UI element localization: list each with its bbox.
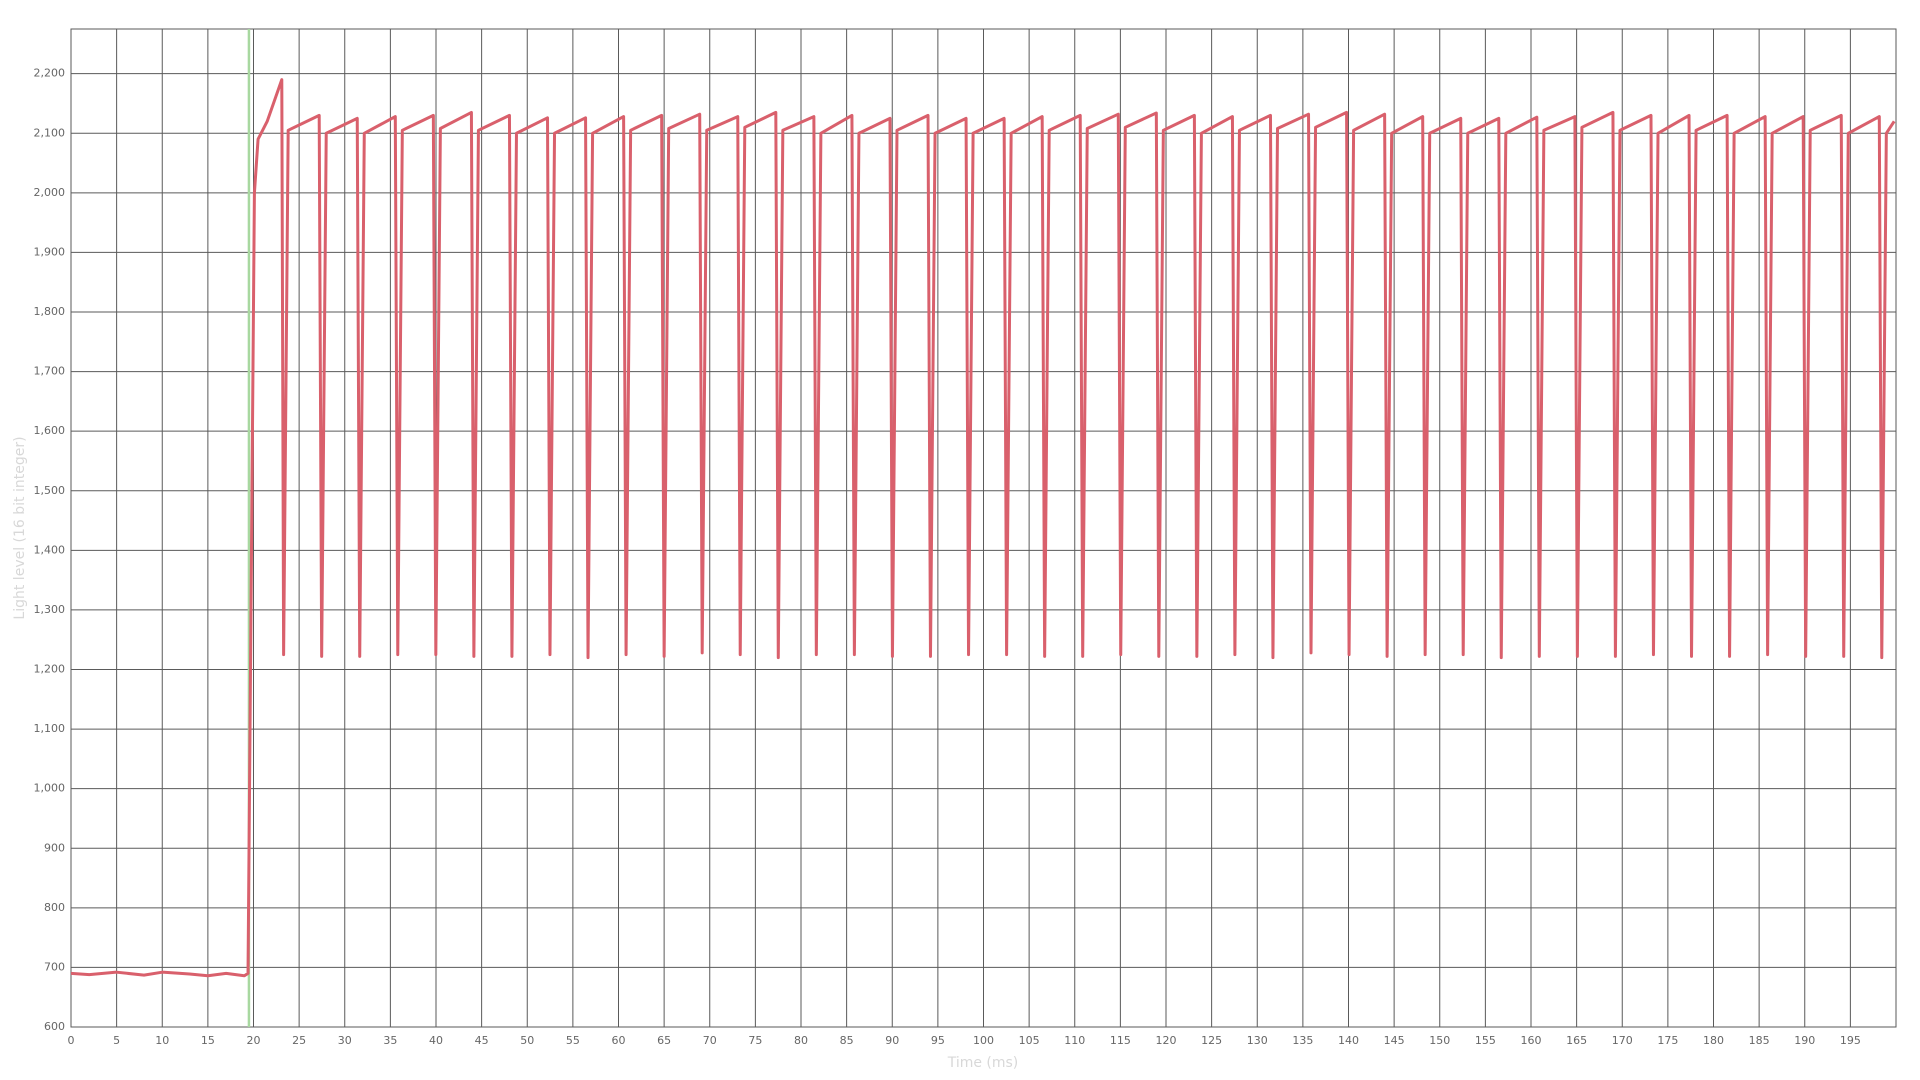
- x-axis-title: Time (ms): [947, 1055, 1019, 1071]
- y-tick-label: 800: [44, 901, 65, 914]
- y-tick-label: 600: [44, 1020, 65, 1033]
- y-tick-label: 1,700: [34, 365, 66, 378]
- x-tick-label: 135: [1292, 1034, 1313, 1047]
- x-tick-label: 65: [657, 1034, 671, 1047]
- y-tick-label: 1,300: [34, 603, 66, 616]
- x-tick-label: 95: [931, 1034, 945, 1047]
- x-tick-label: 60: [612, 1034, 626, 1047]
- x-tick-label: 150: [1429, 1034, 1450, 1047]
- y-tick-label: 1,500: [34, 484, 66, 497]
- x-tick-label: 185: [1749, 1034, 1770, 1047]
- x-tick-label: 80: [794, 1034, 808, 1047]
- x-tick-label: 45: [475, 1034, 489, 1047]
- x-tick-label: 155: [1475, 1034, 1496, 1047]
- y-tick-label: 1,800: [34, 305, 66, 318]
- x-tick-label: 145: [1384, 1034, 1405, 1047]
- y-axis-title: Light level (16 bit integer): [12, 436, 28, 619]
- y-tick-label: 2,100: [34, 126, 66, 139]
- x-tick-label: 170: [1612, 1034, 1633, 1047]
- x-tick-label: 40: [429, 1034, 443, 1047]
- x-tick-label: 140: [1338, 1034, 1359, 1047]
- x-tick-label: 160: [1521, 1034, 1542, 1047]
- y-tick-label: 900: [44, 841, 65, 854]
- x-tick-label: 35: [383, 1034, 397, 1047]
- y-tick-label: 1,100: [34, 722, 66, 735]
- x-tick-label: 180: [1703, 1034, 1724, 1047]
- x-tick-label: 50: [520, 1034, 534, 1047]
- y-tick-label: 1,900: [34, 245, 66, 258]
- y-tick-label: 1,400: [34, 543, 66, 556]
- x-tick-label: 55: [566, 1034, 580, 1047]
- x-tick-label: 190: [1794, 1034, 1815, 1047]
- data-line: [70, 78, 1896, 978]
- x-tick-label: 105: [1019, 1034, 1040, 1047]
- x-tick-label: 25: [292, 1034, 306, 1047]
- x-tick-label: 125: [1201, 1034, 1222, 1047]
- x-tick-label: 130: [1247, 1034, 1268, 1047]
- x-tick-label: 20: [247, 1034, 261, 1047]
- x-tick-label: 85: [840, 1034, 854, 1047]
- x-tick-label: 100: [973, 1034, 994, 1047]
- y-tick-label: 2,000: [34, 186, 66, 199]
- x-tick-label: 30: [338, 1034, 352, 1047]
- x-tick-label: 70: [703, 1034, 717, 1047]
- x-tick-label: 195: [1840, 1034, 1861, 1047]
- y-tick-label: 1,000: [34, 782, 66, 795]
- x-tick-label: 5: [113, 1034, 120, 1047]
- y-tick-label: 2,200: [34, 67, 66, 80]
- x-tick-label: 120: [1156, 1034, 1177, 1047]
- x-tick-label: 90: [885, 1034, 899, 1047]
- x-tick-label: 75: [748, 1034, 762, 1047]
- y-tick-label: 1,200: [34, 663, 66, 676]
- x-tick-label: 10: [155, 1034, 169, 1047]
- y-tick-label: 700: [44, 960, 65, 973]
- x-tick-label: 115: [1110, 1034, 1131, 1047]
- x-tick-label: 15: [201, 1034, 215, 1047]
- x-tick-label: 110: [1064, 1034, 1085, 1047]
- x-tick-label: 165: [1566, 1034, 1587, 1047]
- y-tick-label: 1,600: [34, 424, 66, 437]
- x-tick-label: 0: [68, 1034, 75, 1047]
- x-tick-label: 175: [1657, 1034, 1678, 1047]
